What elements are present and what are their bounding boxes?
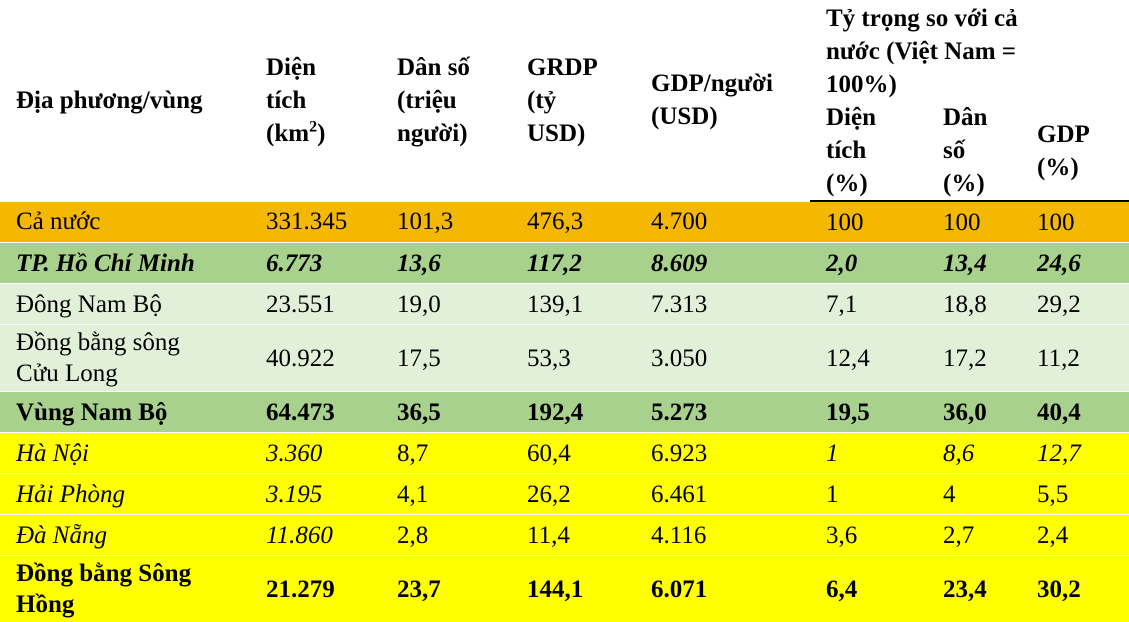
header-population: Dân số (triệu người) [381,0,511,201]
cell-gdp-per-capita: 7.313 [635,284,810,325]
cell-share-gdp: 11,2 [1021,325,1129,392]
cell-region: Cả nước [0,201,250,243]
header-region: Địa phương/vùng [0,0,250,201]
table-row-hai-phong: Hải Phòng 3.195 4,1 26,2 6.461 1 4 5,5 [0,474,1129,515]
cell-population: 8,7 [381,433,511,474]
table-row-tp-ho-chi-minh: TP. Hồ Chí Minh 6.773 13,6 117,2 8.609 2… [0,243,1129,284]
cell-region: Đồng bằng Sông Hồng [0,556,250,622]
cell-gdp-per-capita: 8.609 [635,243,810,284]
header-grdp: GRDP (tỷ USD) [511,0,635,201]
cell-region: TP. Hồ Chí Minh [0,243,250,284]
cell-area: 21.279 [250,556,381,622]
cell-gdp-per-capita: 6.071 [635,556,810,622]
table-row-ha-noi: Hà Nội 3.360 8,7 60,4 6.923 1 8,6 12,7 [0,433,1129,474]
cell-population: 2,8 [381,515,511,556]
cell-share-gdp: 40,4 [1021,392,1129,433]
cell-gdp-per-capita: 6.461 [635,474,810,515]
cell-share-gdp: 5,5 [1021,474,1129,515]
cell-grdp: 11,4 [511,515,635,556]
cell-share-area: 100 [810,201,927,243]
cell-share-area: 2,0 [810,243,927,284]
cell-area: 6.773 [250,243,381,284]
cell-share-gdp: 29,2 [1021,284,1129,325]
cell-area: 3.195 [250,474,381,515]
cell-region: Hà Nội [0,433,250,474]
cell-gdp-per-capita: 5.273 [635,392,810,433]
cell-share-population: 100 [927,201,1021,243]
cell-share-gdp: 30,2 [1021,556,1129,622]
cell-share-population: 4 [927,474,1021,515]
cell-gdp-per-capita: 4.700 [635,201,810,243]
cell-share-area: 3,6 [810,515,927,556]
header-share-gdp: GDP (%) [1021,101,1129,201]
cell-population: 19,0 [381,284,511,325]
table-row-dong-nam-bo: Đông Nam Bộ 23.551 19,0 139,1 7.313 7,1 … [0,284,1129,325]
cell-area: 40.922 [250,325,381,392]
cell-area: 3.360 [250,433,381,474]
cell-region: Đà Nẵng [0,515,250,556]
table-row-da-nang: Đà Nẵng 11.860 2,8 11,4 4.116 3,6 2,7 2,… [0,515,1129,556]
cell-share-population: 18,8 [927,284,1021,325]
header-area: Diện tích (km2) [250,0,381,201]
cell-share-gdp: 24,6 [1021,243,1129,284]
table-row-vung-nam-bo: Vùng Nam Bộ 64.473 36,5 192,4 5.273 19,5… [0,392,1129,433]
cell-population: 23,7 [381,556,511,622]
cell-grdp: 139,1 [511,284,635,325]
cell-population: 101,3 [381,201,511,243]
table-row-ca-nuoc: Cả nước 331.345 101,3 476,3 4.700 100 10… [0,201,1129,243]
cell-region: Vùng Nam Bộ [0,392,250,433]
cell-gdp-per-capita: 3.050 [635,325,810,392]
cell-grdp: 26,2 [511,474,635,515]
cell-share-area: 1 [810,474,927,515]
cell-grdp: 192,4 [511,392,635,433]
cell-gdp-per-capita: 4.116 [635,515,810,556]
cell-share-area: 6,4 [810,556,927,622]
cell-area: 23.551 [250,284,381,325]
cell-population: 17,5 [381,325,511,392]
cell-population: 36,5 [381,392,511,433]
header-share-population: Dân số (%) [927,101,1021,201]
cell-share-area: 7,1 [810,284,927,325]
cell-grdp: 144,1 [511,556,635,622]
cell-area: 11.860 [250,515,381,556]
cell-population: 4,1 [381,474,511,515]
cell-share-population: 13,4 [927,243,1021,284]
cell-share-gdp: 12,7 [1021,433,1129,474]
cell-area: 331.345 [250,201,381,243]
cell-grdp: 53,3 [511,325,635,392]
cell-grdp: 60,4 [511,433,635,474]
cell-region: Đồng bằng sông Cửu Long [0,325,250,392]
header-share-area: Diện tích (%) [810,101,927,201]
table-row-dong-bang-song-hong: Đồng bằng Sông Hồng 21.279 23,7 144,1 6.… [0,556,1129,622]
cell-share-population: 2,7 [927,515,1021,556]
cell-share-area: 19,5 [810,392,927,433]
cell-share-population: 23,4 [927,556,1021,622]
cell-gdp-per-capita: 6.923 [635,433,810,474]
cell-grdp: 476,3 [511,201,635,243]
header-gdp-per-capita: GDP/người (USD) [635,0,810,201]
cell-population: 13,6 [381,243,511,284]
cell-area: 64.473 [250,392,381,433]
cell-region: Đông Nam Bộ [0,284,250,325]
cell-grdp: 117,2 [511,243,635,284]
cell-share-gdp: 2,4 [1021,515,1129,556]
cell-share-population: 17,2 [927,325,1021,392]
cell-region: Hải Phòng [0,474,250,515]
cell-share-gdp: 100 [1021,201,1129,243]
cell-share-area: 1 [810,433,927,474]
cell-share-population: 8,6 [927,433,1021,474]
cell-share-population: 36,0 [927,392,1021,433]
cell-share-area: 12,4 [810,325,927,392]
table-row-dong-bang-song-cuu-long: Đồng bằng sông Cửu Long 40.922 17,5 53,3… [0,325,1129,392]
header-share-group: Tỷ trọng so với cả nước (Việt Nam = 100%… [810,0,1129,101]
